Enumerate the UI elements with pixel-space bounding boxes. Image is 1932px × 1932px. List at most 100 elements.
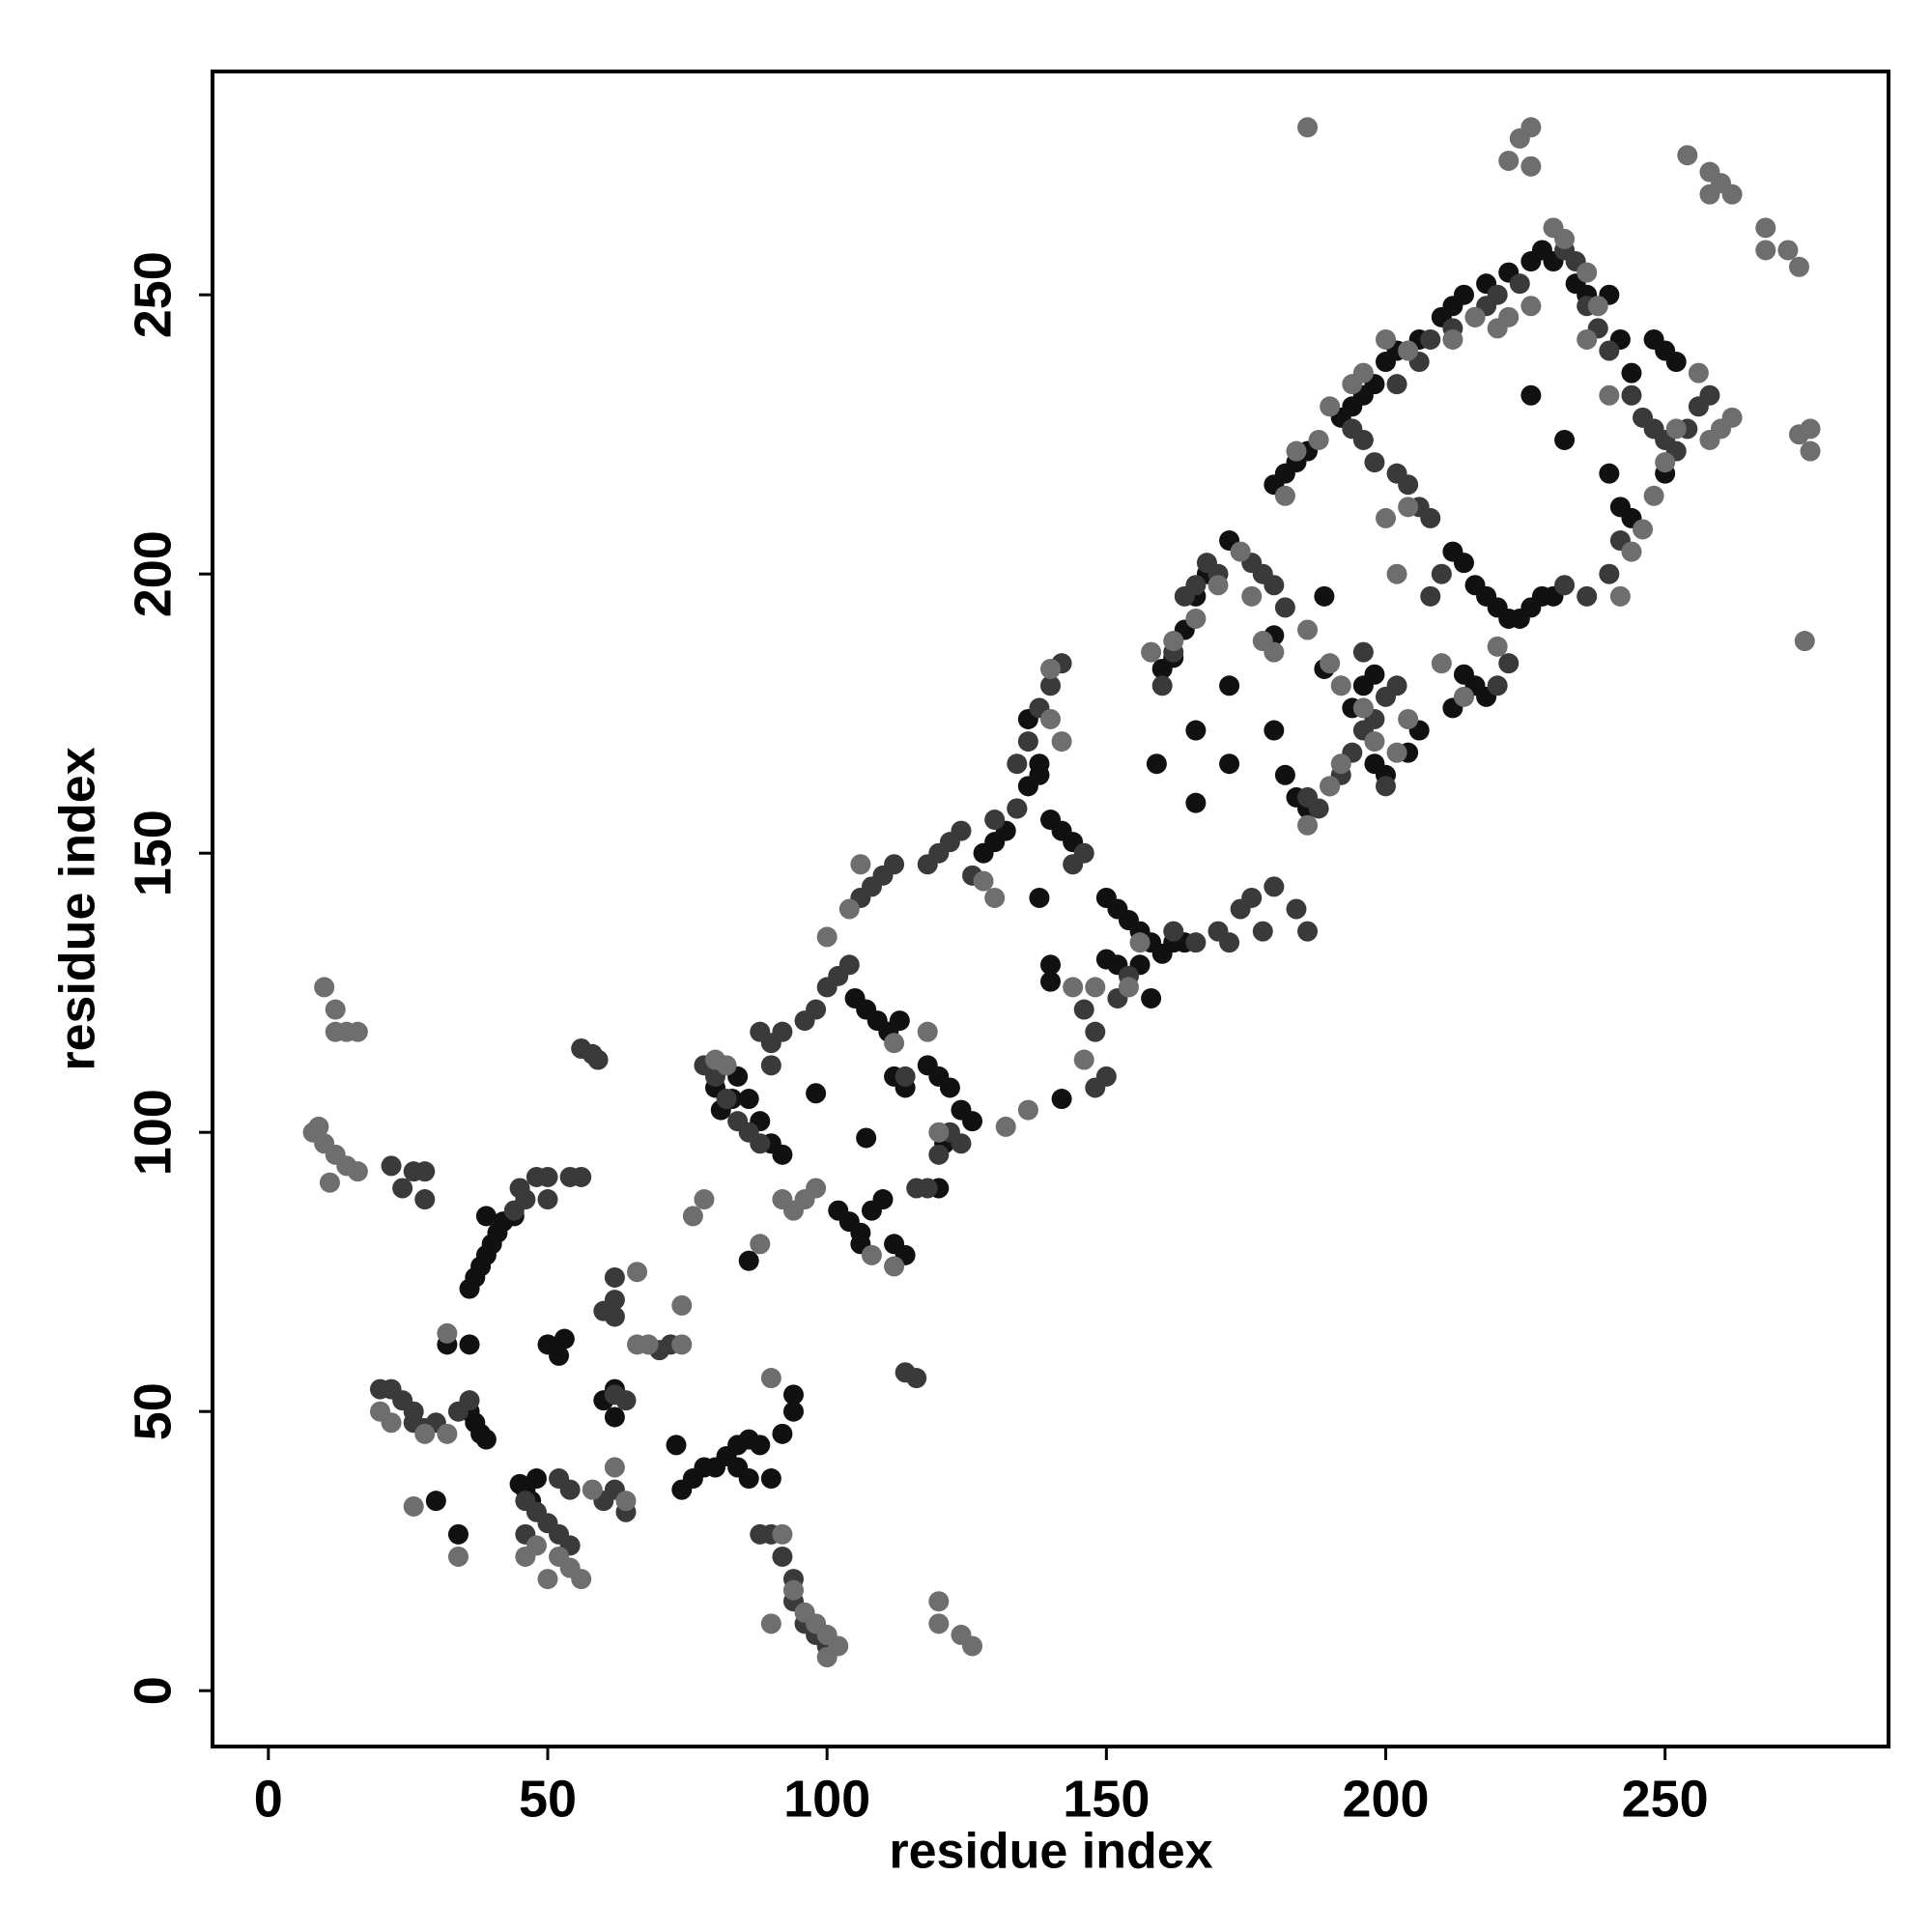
point (1577, 262, 1598, 283)
point (1007, 753, 1028, 775)
point (1621, 541, 1642, 562)
point (1352, 362, 1374, 384)
point (1252, 921, 1273, 942)
point (526, 1468, 547, 1490)
point (750, 1435, 771, 1456)
point (1520, 384, 1542, 406)
point (806, 999, 827, 1020)
point (671, 1294, 693, 1316)
point (917, 1021, 938, 1042)
point (526, 1535, 547, 1556)
point (671, 1334, 693, 1355)
point (1118, 977, 1139, 998)
point (1208, 575, 1229, 596)
point (772, 1189, 793, 1210)
point (437, 1423, 458, 1444)
point (615, 1491, 637, 1512)
point (1274, 597, 1295, 618)
point (995, 1116, 1016, 1137)
point (1386, 563, 1407, 584)
point (1297, 921, 1319, 942)
point (1297, 814, 1319, 836)
point (1146, 753, 1167, 775)
point (1040, 971, 1061, 992)
point (1431, 653, 1452, 674)
point (1185, 932, 1207, 953)
point (856, 1127, 877, 1149)
point (447, 1401, 469, 1422)
point (1320, 776, 1341, 797)
point (1398, 708, 1419, 729)
point (1230, 541, 1251, 562)
point (895, 1362, 916, 1383)
point (1151, 675, 1173, 696)
point (392, 1178, 413, 1199)
point (984, 887, 1006, 908)
point (1794, 631, 1815, 652)
point (1376, 776, 1396, 797)
point (1386, 463, 1407, 484)
point (1085, 1021, 1106, 1042)
point (1376, 507, 1396, 528)
point (1141, 641, 1162, 663)
point (1699, 184, 1720, 205)
point (1788, 256, 1809, 277)
point (1755, 240, 1776, 261)
point (1398, 340, 1419, 361)
point (1063, 977, 1084, 998)
point (1163, 921, 1184, 942)
point (1308, 429, 1329, 450)
point (1487, 636, 1508, 657)
point (806, 1178, 827, 1199)
point (1509, 128, 1530, 149)
point (1297, 117, 1319, 138)
point (1487, 284, 1508, 305)
point (772, 1021, 793, 1042)
point (604, 1266, 625, 1288)
point (1398, 497, 1419, 518)
point (1420, 328, 1441, 350)
point (537, 1569, 558, 1590)
point (760, 1055, 781, 1076)
y-tick-label: 250 (124, 251, 182, 338)
point (1264, 575, 1285, 596)
point (1621, 384, 1642, 406)
point (716, 1055, 737, 1076)
point (515, 1189, 536, 1210)
point (1073, 1049, 1094, 1070)
point (1386, 374, 1407, 395)
point (951, 820, 972, 841)
point (1185, 575, 1207, 596)
point (917, 1178, 938, 1199)
point (1453, 686, 1474, 707)
y-tick-label: 100 (124, 1089, 182, 1176)
point (828, 1635, 849, 1657)
point (1577, 585, 1598, 607)
point (973, 870, 994, 892)
point (1599, 463, 1620, 484)
point (872, 1189, 894, 1210)
y-tick-label: 150 (124, 810, 182, 896)
point (1352, 697, 1374, 719)
point (782, 1384, 804, 1406)
point (1185, 792, 1207, 813)
point (1141, 987, 1162, 1009)
point (571, 1166, 592, 1187)
point (587, 1049, 609, 1070)
x-tick-label: 50 (519, 1770, 577, 1828)
point (928, 1122, 950, 1143)
point (716, 1089, 737, 1110)
point (782, 1579, 804, 1601)
point (1487, 675, 1508, 696)
point (347, 1021, 368, 1042)
point (861, 1244, 882, 1265)
plot-frame (211, 70, 1890, 1748)
point (1264, 720, 1285, 741)
y-tick-label: 0 (124, 1676, 182, 1705)
point (1587, 296, 1608, 317)
point (1040, 658, 1061, 679)
point (1040, 675, 1061, 696)
point (1498, 653, 1520, 674)
point (582, 1479, 603, 1500)
point (414, 1423, 436, 1444)
